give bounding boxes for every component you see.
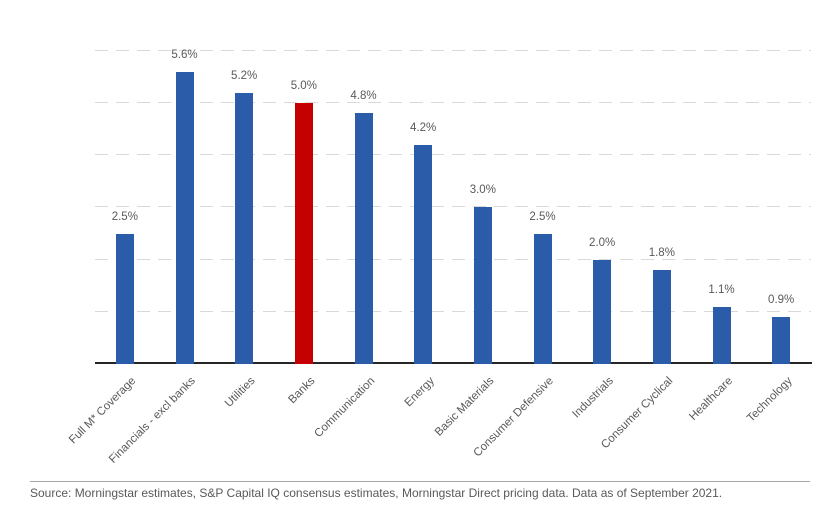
bar-value-label: 1.8% (648, 247, 675, 260)
bar (772, 317, 791, 364)
bar (712, 306, 731, 364)
bar (115, 233, 134, 364)
bar (652, 270, 671, 364)
bar (593, 259, 612, 364)
category-label: Healthcare (687, 375, 735, 423)
bar-value-label: 2.5% (529, 210, 556, 223)
category-label: Industrials (570, 375, 616, 421)
bar (414, 144, 433, 364)
category-label: Communication (311, 375, 377, 440)
category-label: Energy (402, 375, 437, 410)
gridline (95, 206, 811, 208)
bar-value-label: 4.2% (410, 121, 437, 134)
bar-value-label: 4.8% (350, 90, 377, 103)
bar-value-label: 3.0% (469, 184, 496, 197)
bar-value-label: 5.2% (231, 69, 258, 82)
bar (175, 71, 194, 364)
gridline (95, 258, 811, 260)
bar-value-label: 5.6% (171, 48, 198, 61)
bar-value-label: 1.1% (708, 283, 735, 296)
gridline (95, 49, 811, 51)
category-label: Banks (286, 375, 318, 407)
gridline (95, 102, 811, 103)
bar (235, 92, 254, 364)
gridline (95, 310, 811, 312)
footer-divider (30, 481, 810, 482)
category-label: Basic Materials (432, 375, 497, 439)
bar (473, 207, 492, 364)
bar-value-label: 5.0% (290, 80, 317, 92)
x-axis-line (95, 362, 812, 364)
bar (294, 103, 313, 364)
category-label: Utilities (222, 375, 258, 410)
category-label: Technology (745, 375, 795, 425)
gridline (95, 154, 811, 156)
bar (354, 113, 373, 364)
source-note: Source: Morningstar estimates, S&P Capit… (30, 486, 723, 500)
bar (533, 233, 552, 364)
bar-value-label: 2.5% (111, 210, 138, 223)
bar-value-label: 2.0% (589, 236, 616, 249)
bar-value-label: 0.9% (768, 294, 795, 307)
